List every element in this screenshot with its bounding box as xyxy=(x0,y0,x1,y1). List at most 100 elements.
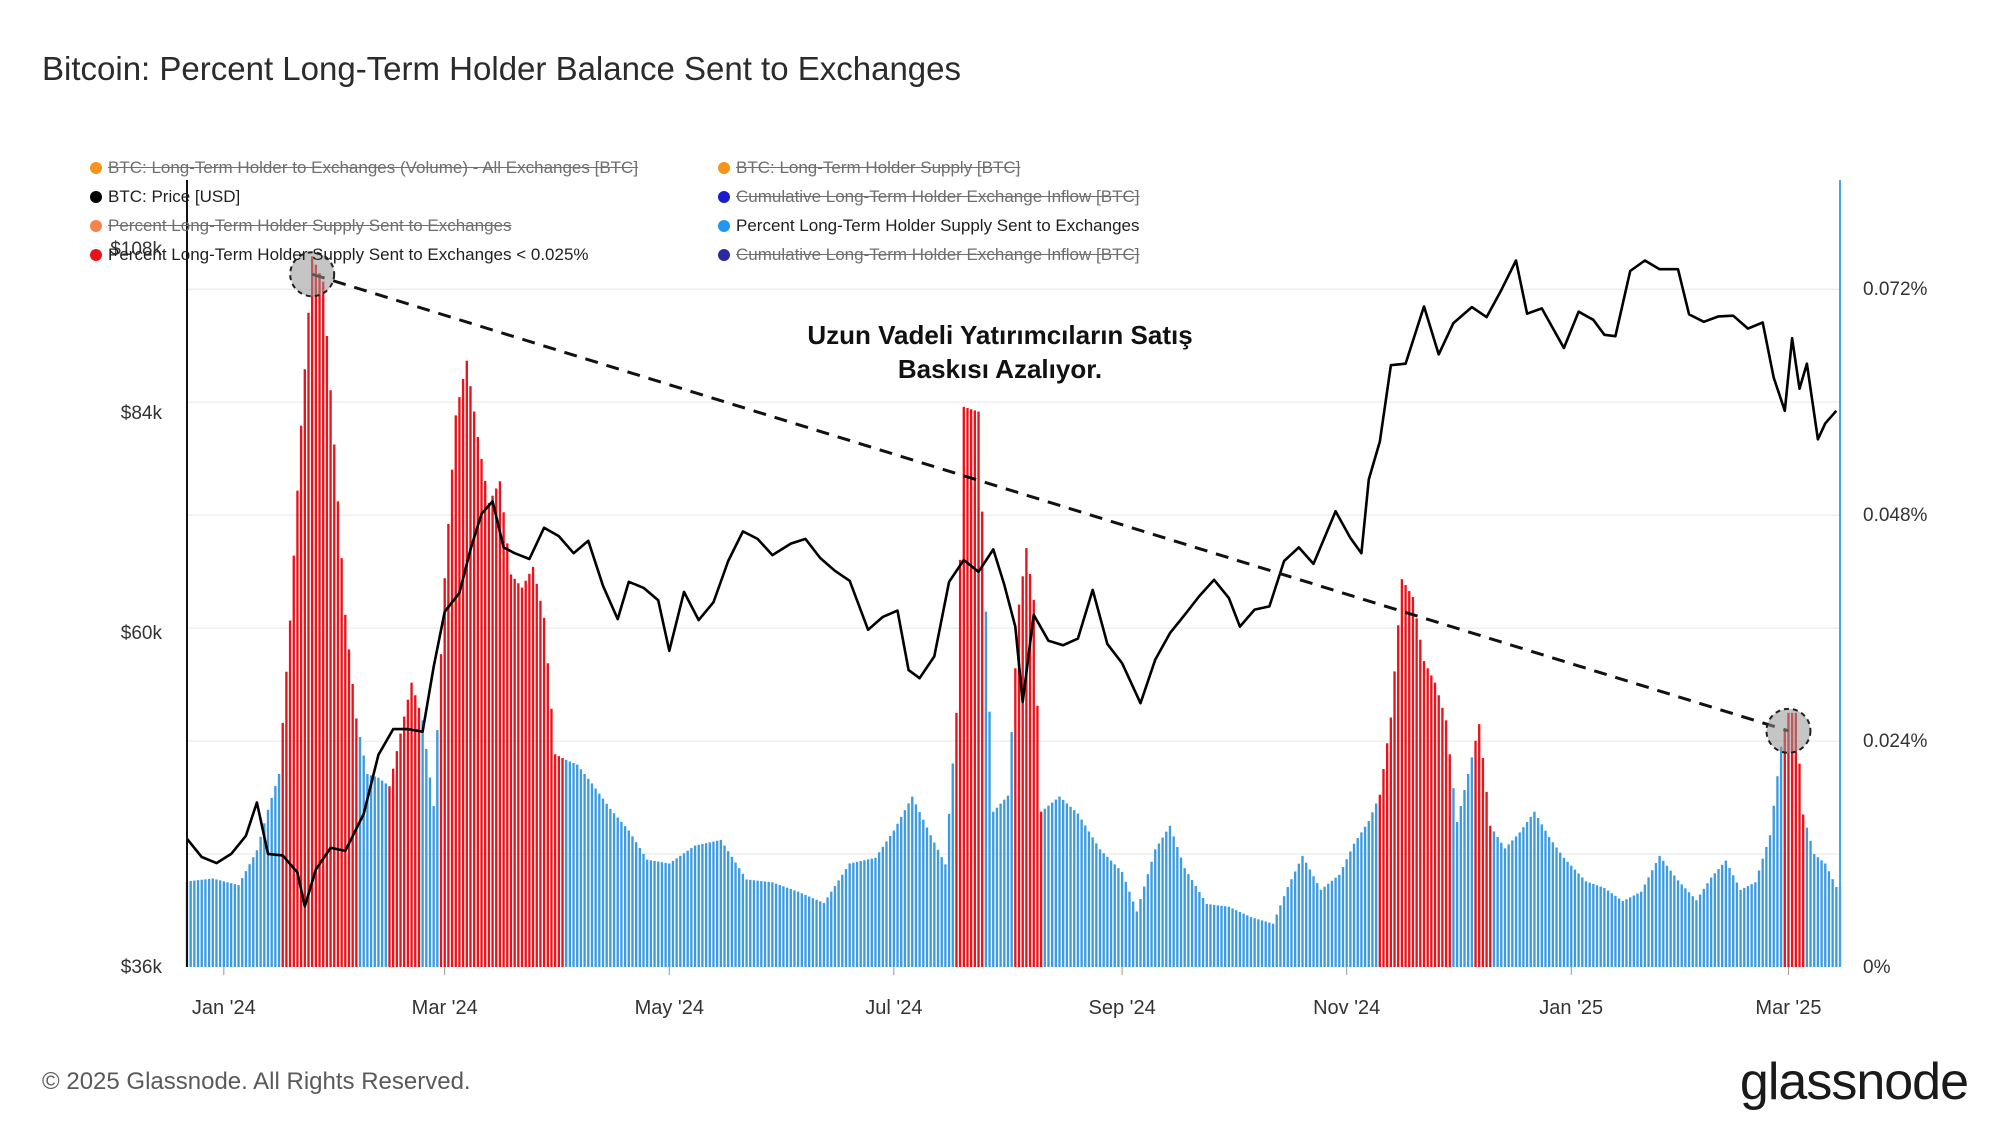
percent-bar xyxy=(1098,849,1102,967)
percent-bar xyxy=(1743,887,1746,967)
legend-label: Percent Long-Term Holder Supply Sent to … xyxy=(108,216,512,235)
percent-bar xyxy=(1827,871,1831,967)
percent-bar xyxy=(388,786,391,967)
percent-bar xyxy=(285,671,288,967)
percent-bar xyxy=(727,851,730,967)
legend-item[interactable]: Cumulative Long-Term Holder Exchange Inf… xyxy=(718,187,1139,207)
percent-bar xyxy=(461,378,465,967)
percent-bar xyxy=(1536,818,1540,967)
percent-bar xyxy=(1783,729,1786,967)
percent-bar xyxy=(1069,806,1072,967)
percent-bar xyxy=(1809,840,1812,967)
percent-bar xyxy=(1478,724,1481,967)
percent-bar xyxy=(774,883,778,967)
percent-bar xyxy=(1698,894,1702,967)
percent-bar xyxy=(1577,873,1580,967)
percent-bar xyxy=(1231,908,1234,967)
percent-bar xyxy=(399,733,402,967)
percent-bar xyxy=(984,611,988,967)
percent-bar xyxy=(1176,846,1179,967)
percent-bar xyxy=(520,587,524,967)
legend-item[interactable]: BTC: Long-Term Holder Supply [BTC] xyxy=(718,158,1020,178)
percent-bar xyxy=(395,751,399,967)
percent-bar xyxy=(1371,812,1374,967)
percent-bar xyxy=(204,879,207,967)
percent-bar xyxy=(1253,918,1256,967)
percent-bar xyxy=(1658,855,1661,967)
percent-bar xyxy=(771,882,774,967)
percent-bar xyxy=(1360,832,1363,967)
percent-bar xyxy=(347,649,351,967)
percent-bar xyxy=(263,823,266,967)
legend-item[interactable]: BTC: Price [USD] xyxy=(90,187,240,207)
percent-bar xyxy=(863,860,866,967)
percent-bar xyxy=(1474,740,1477,967)
percent-bar xyxy=(1157,843,1161,967)
percent-bar xyxy=(1713,873,1717,967)
percent-bar xyxy=(542,617,546,967)
percent-bar xyxy=(844,869,848,967)
y-right-tick-label: 0.072% xyxy=(1863,279,1928,300)
annotation-line-2: Baskısı Azalıyor. xyxy=(897,354,1103,384)
percent-bar xyxy=(314,264,318,968)
legend-label: BTC: Price [USD] xyxy=(108,187,241,206)
percent-bar xyxy=(528,573,531,967)
percent-bar xyxy=(432,806,435,967)
percent-bar xyxy=(1566,861,1569,967)
percent-bar xyxy=(671,860,675,967)
percent-bar xyxy=(715,840,719,967)
y-left-tick-label: $84k xyxy=(121,403,163,424)
percent-bar xyxy=(848,863,851,967)
y-right-tick-label: 0.024% xyxy=(1863,731,1928,752)
percent-bar xyxy=(252,857,255,967)
percent-bar xyxy=(1584,881,1588,967)
legend-dot-icon xyxy=(90,249,102,261)
percent-bar xyxy=(627,830,630,967)
percent-bar xyxy=(1761,858,1764,967)
percent-bar xyxy=(1091,837,1094,967)
percent-bar xyxy=(697,844,700,967)
percent-bar xyxy=(734,862,737,967)
percent-bar xyxy=(1172,836,1175,967)
percent-bar xyxy=(1415,618,1418,967)
legend-item[interactable]: Percent Long-Term Holder Supply Sent to … xyxy=(90,216,512,236)
percent-bars xyxy=(185,256,1842,968)
legend-item[interactable]: BTC: Long-Term Holder to Exchanges (Volu… xyxy=(90,158,638,178)
percent-bar xyxy=(1150,861,1153,967)
percent-bar xyxy=(1466,774,1470,967)
percent-bar xyxy=(1249,917,1253,967)
percent-bar xyxy=(193,880,196,967)
percent-bar xyxy=(469,386,472,967)
percent-bar xyxy=(1271,923,1275,967)
percent-bar xyxy=(1765,846,1768,967)
legend-label: BTC: Long-Term Holder to Exchanges (Volu… xyxy=(108,158,639,177)
percent-bar xyxy=(1411,597,1415,967)
percent-bar xyxy=(1422,661,1426,967)
percent-bar xyxy=(436,730,439,967)
percent-bar xyxy=(1238,911,1242,967)
legend-item[interactable]: Percent Long-Term Holder Supply Sent to … xyxy=(718,216,1140,236)
percent-bar xyxy=(1124,881,1127,967)
legend-item[interactable]: Cumulative Long-Term Holder Exchange Inf… xyxy=(718,245,1139,265)
percent-bar xyxy=(546,663,549,967)
percent-bar xyxy=(288,620,292,967)
percent-bar xyxy=(1492,831,1496,967)
percent-bar xyxy=(944,864,947,967)
percent-bar xyxy=(1640,891,1643,967)
percent-bar xyxy=(682,853,686,967)
x-tick-label: Nov '24 xyxy=(1313,997,1380,1019)
percent-bar xyxy=(885,841,888,967)
percent-bar xyxy=(712,841,715,967)
y-right-tick-label: 0.048% xyxy=(1863,505,1928,526)
percent-bar xyxy=(1319,889,1323,967)
percent-bar xyxy=(303,369,306,968)
percent-bar xyxy=(955,712,958,967)
percent-bar xyxy=(1076,813,1080,967)
percent-bar xyxy=(1275,914,1278,967)
percent-bar xyxy=(1014,668,1017,967)
legend-item[interactable]: Percent Long-Term Holder Supply Sent to … xyxy=(90,245,589,265)
percent-bar xyxy=(657,861,660,967)
percent-bar xyxy=(841,874,844,967)
percent-bar xyxy=(1209,904,1212,967)
percent-bar xyxy=(693,845,697,967)
